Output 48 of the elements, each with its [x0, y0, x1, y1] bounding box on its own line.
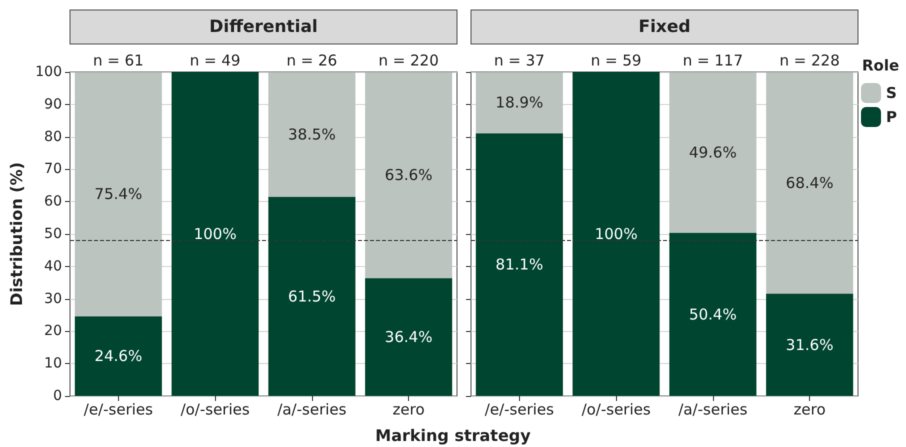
data-label: 31.6%: [786, 336, 834, 354]
x-tick-label: zero: [392, 400, 425, 418]
data-label: 24.6%: [94, 347, 142, 366]
y-tick-label: 90: [44, 96, 62, 112]
annotation: n = 26: [286, 52, 338, 70]
legend-label: S: [886, 84, 897, 102]
data-label: 61.5%: [288, 287, 336, 306]
y-tick-label: 10: [44, 356, 62, 372]
annotation: n = 49: [190, 52, 240, 70]
y-tick-label: 0: [53, 388, 62, 404]
data-label: 38.5%: [288, 125, 336, 144]
y-tick-label: 40: [44, 258, 62, 274]
y-axis-title: Distribution (%): [6, 162, 26, 306]
data-label: 18.9%: [496, 94, 544, 112]
chart-title: Differential: [209, 17, 318, 37]
annotation: n = 61: [93, 52, 144, 70]
legend-label: P: [886, 108, 898, 126]
data-label: 68.4%: [786, 174, 834, 192]
data-label: 50.4%: [689, 305, 737, 324]
x-tick-label: /a/-series: [277, 400, 347, 418]
x-tick-label: /a/-series: [678, 400, 748, 418]
x-tick-label: zero: [794, 400, 826, 418]
y-tick-label: 30: [44, 290, 62, 307]
x-tick-label: /e/-series: [84, 400, 154, 418]
x-axis-title: Marking strategy: [374, 426, 532, 445]
y-tick-label: 100: [35, 64, 62, 80]
chart-title: Fixed: [638, 17, 691, 37]
annotation: n = 37: [494, 52, 545, 70]
y-tick-label: 60: [44, 194, 62, 210]
data-label: 63.6%: [384, 166, 432, 184]
y-tick-label: 70: [44, 161, 62, 178]
data-label: 49.6%: [689, 143, 737, 162]
x-tick-label: /e/-series: [484, 400, 554, 418]
x-tick-label: /o/-series: [582, 400, 651, 418]
annotation: n = 220: [378, 52, 439, 70]
data-label: 36.4%: [384, 328, 432, 346]
y-tick-label: 50: [44, 226, 62, 242]
data-label: 75.4%: [94, 185, 142, 204]
annotation: n = 117: [682, 52, 743, 70]
data-label: 100%: [594, 225, 638, 243]
data-label: 81.1%: [496, 256, 544, 274]
x-tick-label: /o/-series: [180, 400, 250, 418]
legend-title: Role: [862, 56, 900, 74]
data-label: 100%: [194, 225, 237, 243]
annotation: n = 59: [590, 52, 642, 70]
y-tick-label: 20: [44, 323, 62, 340]
y-tick-label: 80: [44, 128, 62, 145]
annotation: n = 228: [780, 52, 840, 70]
